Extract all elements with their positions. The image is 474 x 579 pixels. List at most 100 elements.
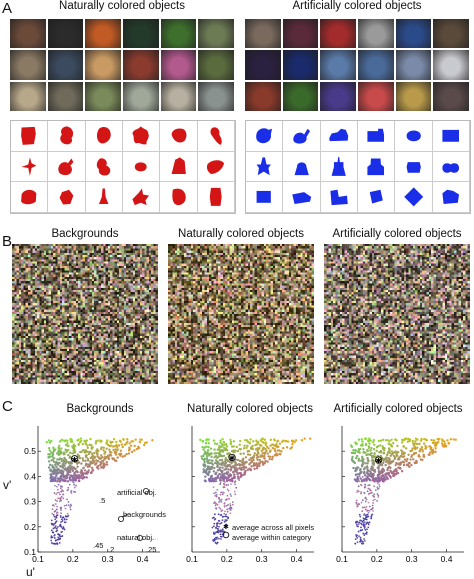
pixel-point (354, 442, 358, 446)
pixel-point (229, 457, 232, 460)
pixel-point (207, 446, 210, 449)
pixel-point (202, 448, 205, 451)
pixel-point (424, 438, 428, 441)
pixel-point (375, 477, 379, 480)
pixel-point (379, 444, 382, 447)
pixel-point (84, 459, 87, 463)
pixel-point (371, 472, 374, 476)
pixel-point (233, 481, 236, 484)
natural-object-photo (198, 50, 234, 80)
pixel-point (357, 530, 360, 533)
pixel-point (303, 437, 306, 440)
pixel-point (83, 469, 87, 472)
pixel-point (409, 458, 412, 461)
pixel-point (61, 530, 64, 533)
pixel-point (64, 507, 67, 510)
noise-title-artificial: Artificially colored objects (332, 228, 462, 240)
x-tick-label: 0.3 (406, 554, 418, 564)
pixel-point (364, 500, 367, 503)
pixel-point (64, 468, 67, 472)
pixel-point (55, 465, 58, 469)
pixel-point (62, 490, 65, 493)
category-mean-marker (70, 455, 79, 463)
pixel-point (401, 441, 404, 444)
pixel-point (390, 470, 393, 474)
artificial-object-photo (245, 50, 281, 80)
pixel-point (362, 480, 364, 483)
pixel-point (100, 454, 103, 457)
pixel-point (225, 471, 229, 474)
legend-all-pixels: average across all pixels (232, 523, 315, 532)
artificial-silhouette (320, 151, 358, 183)
x-tick-label: 0.4 (441, 554, 453, 564)
pixel-point (62, 453, 66, 456)
pixel-point (54, 478, 57, 481)
pixel-point (55, 516, 58, 519)
pixel-point (233, 468, 237, 471)
pixel-point (112, 457, 116, 460)
pixel-point (107, 454, 111, 458)
natural-silhouette (85, 182, 123, 213)
pixel-point (401, 460, 404, 463)
pixel-point (361, 510, 364, 513)
pixel-point (57, 497, 60, 500)
natural-silhouette (160, 151, 198, 183)
pixel-point (60, 451, 63, 455)
pixel-point (440, 442, 444, 445)
pixel-point (360, 501, 363, 504)
pixel-point (260, 437, 264, 441)
natural-silhouette (11, 151, 49, 183)
pixel-point (82, 466, 85, 469)
pixel-point (119, 449, 123, 452)
pixel-point (115, 443, 118, 447)
pixel-point (360, 540, 363, 543)
pixel-point (68, 483, 71, 486)
pixel-point (92, 461, 95, 464)
pixel-point (207, 466, 210, 469)
pixel-point (224, 515, 227, 518)
pixel-point (93, 451, 96, 455)
inset-marker (143, 488, 150, 495)
natural-silhouette (122, 121, 161, 152)
pixel-point (97, 467, 100, 470)
natural-object-photo (85, 19, 121, 49)
pixel-point (80, 468, 83, 472)
pixel-point (223, 491, 225, 494)
natural-object-photo (123, 81, 159, 111)
pixel-point (50, 535, 53, 537)
x-tick-label: 0.2 (67, 554, 79, 564)
pixel-point (68, 464, 72, 468)
pixel-point (81, 457, 84, 460)
pixel-point (229, 509, 232, 512)
pixel-point (96, 459, 100, 463)
pixel-point (203, 450, 207, 453)
pixel-point (452, 438, 455, 441)
pixel-point (431, 441, 435, 445)
pixel-point (263, 454, 266, 458)
pixel-point (398, 463, 401, 466)
pixel-point (58, 440, 62, 443)
artificial-silhouette (357, 182, 396, 213)
pixel-point (65, 518, 68, 521)
pixel-point (371, 513, 374, 516)
artificial-object-photo (282, 81, 319, 111)
inset-tick-1: .45 (93, 541, 104, 550)
pixel-point (414, 440, 417, 443)
pixel-point (264, 459, 267, 463)
pixel-point (49, 476, 52, 480)
pixel-point (209, 447, 213, 450)
pixel-point (427, 453, 430, 456)
pixel-point (226, 488, 229, 491)
pixel-point (90, 446, 94, 449)
pixel-point (270, 458, 274, 461)
pixel-point (111, 440, 114, 444)
pixel-point (67, 514, 70, 517)
pixel-point (102, 449, 105, 452)
pixel-point (218, 506, 221, 509)
pixel-point (367, 446, 371, 450)
artificial-silhouette (283, 121, 321, 152)
pixel-point (93, 456, 96, 460)
pixel-point (79, 437, 83, 440)
pixel-point (411, 442, 415, 445)
pixel-point (354, 542, 357, 545)
